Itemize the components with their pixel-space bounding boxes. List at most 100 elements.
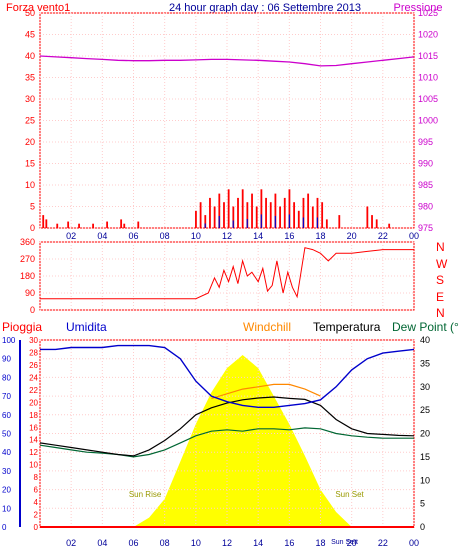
x-axis-tick-label: 22 xyxy=(378,538,388,548)
compass-label: W xyxy=(436,257,448,271)
humidity-axis-tick-label: 0 xyxy=(2,523,7,532)
rain-axis-tick-label: 30 xyxy=(29,336,38,345)
wind-gust-bar xyxy=(241,189,244,228)
rain-axis-tick-label: 26 xyxy=(29,361,38,370)
humidity-axis-tick-label: 40 xyxy=(2,448,11,457)
pressure-panel-title: Pressione xyxy=(394,2,443,14)
rain-axis-tick-label: 20 xyxy=(29,398,38,407)
wind-axis-tick-label: 25 xyxy=(25,116,35,126)
legend-humidity: Umidita xyxy=(66,320,107,334)
x-axis-tick-label: 20 xyxy=(347,231,357,241)
wind-gust-bar xyxy=(232,206,235,228)
pressure-axis-tick-label: 1020 xyxy=(418,30,438,40)
wind-axis-tick-label: 35 xyxy=(25,73,35,83)
wind-axis-tick-label: 5 xyxy=(30,202,35,212)
x-axis-tick-label: 14 xyxy=(253,231,263,241)
wind-gust-bar xyxy=(269,202,272,228)
wind-gust-bar xyxy=(78,223,80,228)
solar-radiation-area xyxy=(40,355,414,527)
direction-axis-tick-label: 90 xyxy=(25,288,35,298)
x-axis-tick-label: 16 xyxy=(284,538,294,548)
wind-axis-tick-label: 20 xyxy=(25,137,35,147)
wind-axis-tick-label: 10 xyxy=(25,180,35,190)
pressure-axis-tick-label: 1005 xyxy=(418,94,438,104)
x-axis-tick-label: 16 xyxy=(284,231,294,241)
compass-label: E xyxy=(436,290,444,304)
wind-gust-bar xyxy=(279,206,281,228)
x-axis-tick-label: 20 xyxy=(347,538,357,548)
x-axis-tick-label: 08 xyxy=(160,231,170,241)
pressure-axis-tick-label: 1000 xyxy=(418,116,438,126)
wind-gust-bar xyxy=(371,215,373,228)
pressure-axis-tick-label: 995 xyxy=(418,137,433,147)
wind-gust-bar xyxy=(288,189,291,228)
wind-gust-bar xyxy=(307,193,310,228)
wind-gust-bar xyxy=(218,193,221,228)
wind-gust-bar xyxy=(302,197,305,228)
wind-average-bar xyxy=(302,217,304,228)
x-axis-tick-label: 06 xyxy=(128,538,138,548)
wind-gust-bar xyxy=(316,197,319,228)
wind-gust-bar xyxy=(120,219,123,228)
legend-dewpoint: Dew Point (°C xyxy=(392,320,459,334)
compass-label: N xyxy=(436,240,445,254)
temperature-axis-tick-label: 25 xyxy=(420,405,430,415)
compass-label: S xyxy=(436,273,444,287)
pressure-axis-tick-label: 1010 xyxy=(418,73,438,83)
sun-set-annotation: Sun Set xyxy=(335,490,364,499)
legend-temperature: Temperatura xyxy=(313,320,381,334)
humidity-axis-tick-label: 50 xyxy=(2,430,11,439)
compass-label: N xyxy=(436,306,445,320)
rain-axis-tick-label: 22 xyxy=(29,386,38,395)
temperature-axis-tick-label: 30 xyxy=(420,382,430,392)
x-axis-tick-label: 10 xyxy=(191,538,201,548)
wind-gust-bar xyxy=(366,206,369,228)
wind-gust-bar xyxy=(227,189,230,228)
rain-axis-tick-label: 4 xyxy=(34,498,39,507)
pressure-axis-tick-label: 1015 xyxy=(418,51,438,61)
x-axis-tick-label: 00 xyxy=(409,538,419,548)
pressure-series-line xyxy=(39,55,415,67)
rain-axis-tick-label: 0 xyxy=(34,523,39,532)
temperature-axis-tick-label: 20 xyxy=(420,429,430,439)
temperature-axis-tick-label: 10 xyxy=(420,475,430,485)
wind-gust-bar xyxy=(199,202,202,228)
rain-axis-tick-label: 2 xyxy=(34,511,39,520)
x-axis-tick-label: 02 xyxy=(66,538,76,548)
direction-axis-tick-label: 180 xyxy=(20,271,35,281)
wind-gust-bar xyxy=(213,206,216,228)
wind-gust-bar xyxy=(237,197,239,228)
wind-gust-bar xyxy=(137,221,140,228)
wind-average-bar xyxy=(274,215,276,228)
humidity-axis-tick-label: 100 xyxy=(2,336,16,345)
wind-gust-bar xyxy=(311,206,314,228)
wind-gust-bar xyxy=(246,202,249,228)
pressure-axis-tick-label: 980 xyxy=(418,202,433,212)
wind-average-bar xyxy=(218,215,220,228)
windchill-series-line xyxy=(211,383,321,399)
wind-average-bar xyxy=(288,214,290,228)
wind-gust-bar xyxy=(106,221,109,228)
sun-rise-annotation: Sun Rise xyxy=(129,490,162,499)
wind-axis-tick-label: 40 xyxy=(25,51,35,61)
rain-axis-tick-label: 6 xyxy=(34,486,39,495)
rain-axis-tick-label: 24 xyxy=(29,373,38,382)
rain-axis-tick-label: 12 xyxy=(29,448,38,457)
rain-axis-tick-label: 28 xyxy=(29,348,38,357)
x-axis-tick-label: 02 xyxy=(66,231,76,241)
wind-axis-tick-label: 30 xyxy=(25,94,35,104)
wind-gust-bar xyxy=(321,202,324,228)
x-axis-tick-label: 08 xyxy=(160,538,170,548)
pressure-axis-tick-label: 1025 xyxy=(418,8,438,18)
humidity-axis-tick-label: 60 xyxy=(2,411,11,420)
wind-average-bar xyxy=(260,214,262,228)
wind-gust-bar xyxy=(223,202,225,228)
wind-gust-bar xyxy=(56,223,59,228)
wind-gust-bar xyxy=(255,206,258,228)
sun-set-x-annotation: Sun Sett xyxy=(331,539,358,546)
x-axis-tick-label: 22 xyxy=(378,231,388,241)
